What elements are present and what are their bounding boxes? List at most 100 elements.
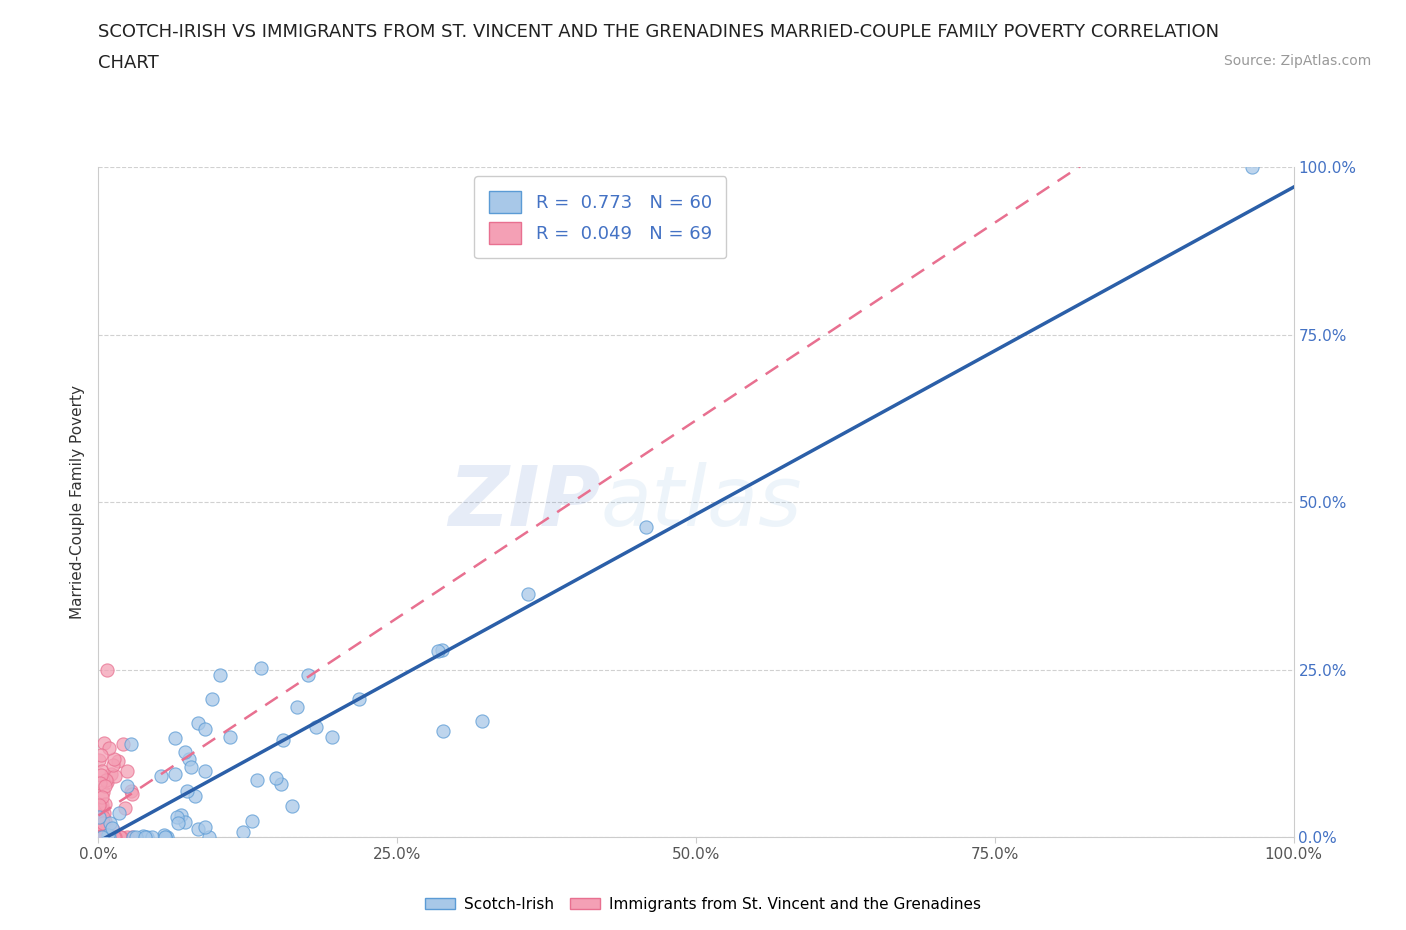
- Point: [94, 772, 117, 787]
- Point: [98, 815, 121, 830]
- Point: [240, 814, 263, 829]
- Point: [97, 830, 120, 844]
- Point: [90, 790, 112, 805]
- Point: [108, 806, 131, 821]
- Point: [184, 789, 207, 804]
- Point: [264, 771, 287, 786]
- Point: [89, 776, 111, 790]
- Point: [97, 827, 120, 842]
- Text: SCOTCH-IRISH VS IMMIGRANTS FROM ST. VINCENT AND THE GRENADINES MARRIED-COUPLE FA: SCOTCH-IRISH VS IMMIGRANTS FROM ST. VINC…: [98, 23, 1219, 41]
- Point: [209, 668, 232, 683]
- Point: [87, 830, 110, 844]
- Point: [89, 830, 111, 844]
- Point: [89, 830, 111, 844]
- Point: [104, 830, 127, 844]
- Y-axis label: Married-Couple Family Poverty: Married-Couple Family Poverty: [69, 385, 84, 619]
- Point: [87, 830, 110, 844]
- Point: [246, 772, 269, 787]
- Point: [108, 830, 131, 844]
- Point: [90, 767, 112, 782]
- Point: [165, 766, 187, 781]
- Point: [90, 830, 112, 844]
- Point: [1240, 160, 1263, 175]
- Point: [166, 810, 188, 825]
- Point: [87, 809, 110, 824]
- Point: [187, 715, 209, 730]
- Point: [93, 830, 115, 844]
- Point: [177, 751, 200, 766]
- Point: [110, 830, 132, 844]
- Text: ZIP: ZIP: [447, 461, 600, 543]
- Point: [219, 729, 242, 744]
- Point: [96, 830, 118, 844]
- Point: [91, 830, 114, 844]
- Point: [121, 830, 143, 844]
- Point: [163, 730, 186, 745]
- Point: [96, 830, 118, 844]
- Point: [156, 830, 179, 844]
- Point: [90, 764, 112, 778]
- Point: [271, 732, 294, 747]
- Point: [152, 827, 174, 842]
- Point: [321, 729, 343, 744]
- Point: [153, 830, 176, 844]
- Point: [91, 830, 114, 844]
- Point: [187, 822, 209, 837]
- Point: [194, 722, 217, 737]
- Point: [89, 830, 111, 844]
- Point: [94, 814, 117, 829]
- Point: [270, 777, 292, 791]
- Point: [349, 692, 371, 707]
- Point: [132, 829, 155, 844]
- Point: [471, 713, 494, 728]
- Point: [89, 798, 111, 813]
- Point: [100, 766, 122, 781]
- Point: [297, 668, 319, 683]
- Point: [91, 818, 114, 833]
- Point: [93, 735, 115, 750]
- Point: [89, 830, 111, 844]
- Point: [96, 830, 118, 844]
- Point: [180, 760, 202, 775]
- Point: [89, 830, 111, 844]
- Point: [96, 775, 118, 790]
- Point: [115, 778, 138, 793]
- Point: [101, 758, 124, 773]
- Point: [104, 768, 127, 783]
- Point: [103, 751, 125, 766]
- Point: [155, 830, 177, 844]
- Point: [427, 644, 450, 658]
- Point: [90, 802, 112, 817]
- Point: [201, 692, 224, 707]
- Point: [96, 824, 118, 839]
- Point: [98, 830, 121, 844]
- Point: [101, 823, 124, 838]
- Point: [91, 816, 114, 830]
- Point: [174, 745, 197, 760]
- Point: [98, 830, 121, 844]
- Point: [432, 643, 454, 658]
- Point: [304, 720, 326, 735]
- Point: [87, 753, 110, 768]
- Legend: R =  0.773   N = 60, R =  0.049   N = 69: R = 0.773 N = 60, R = 0.049 N = 69: [474, 177, 727, 259]
- Point: [89, 827, 111, 842]
- Point: [94, 796, 117, 811]
- Point: [101, 821, 124, 836]
- Point: [121, 786, 143, 801]
- Point: [94, 829, 117, 844]
- Point: [107, 754, 129, 769]
- Point: [90, 830, 112, 844]
- Text: CHART: CHART: [98, 54, 159, 72]
- Point: [89, 830, 111, 844]
- Point: [103, 830, 125, 844]
- Point: [115, 830, 138, 844]
- Point: [89, 817, 111, 832]
- Point: [87, 828, 110, 843]
- Point: [120, 737, 142, 751]
- Point: [193, 763, 215, 777]
- Point: [98, 741, 121, 756]
- Point: [96, 662, 118, 677]
- Point: [87, 830, 110, 844]
- Point: [517, 587, 540, 602]
- Point: [250, 660, 273, 675]
